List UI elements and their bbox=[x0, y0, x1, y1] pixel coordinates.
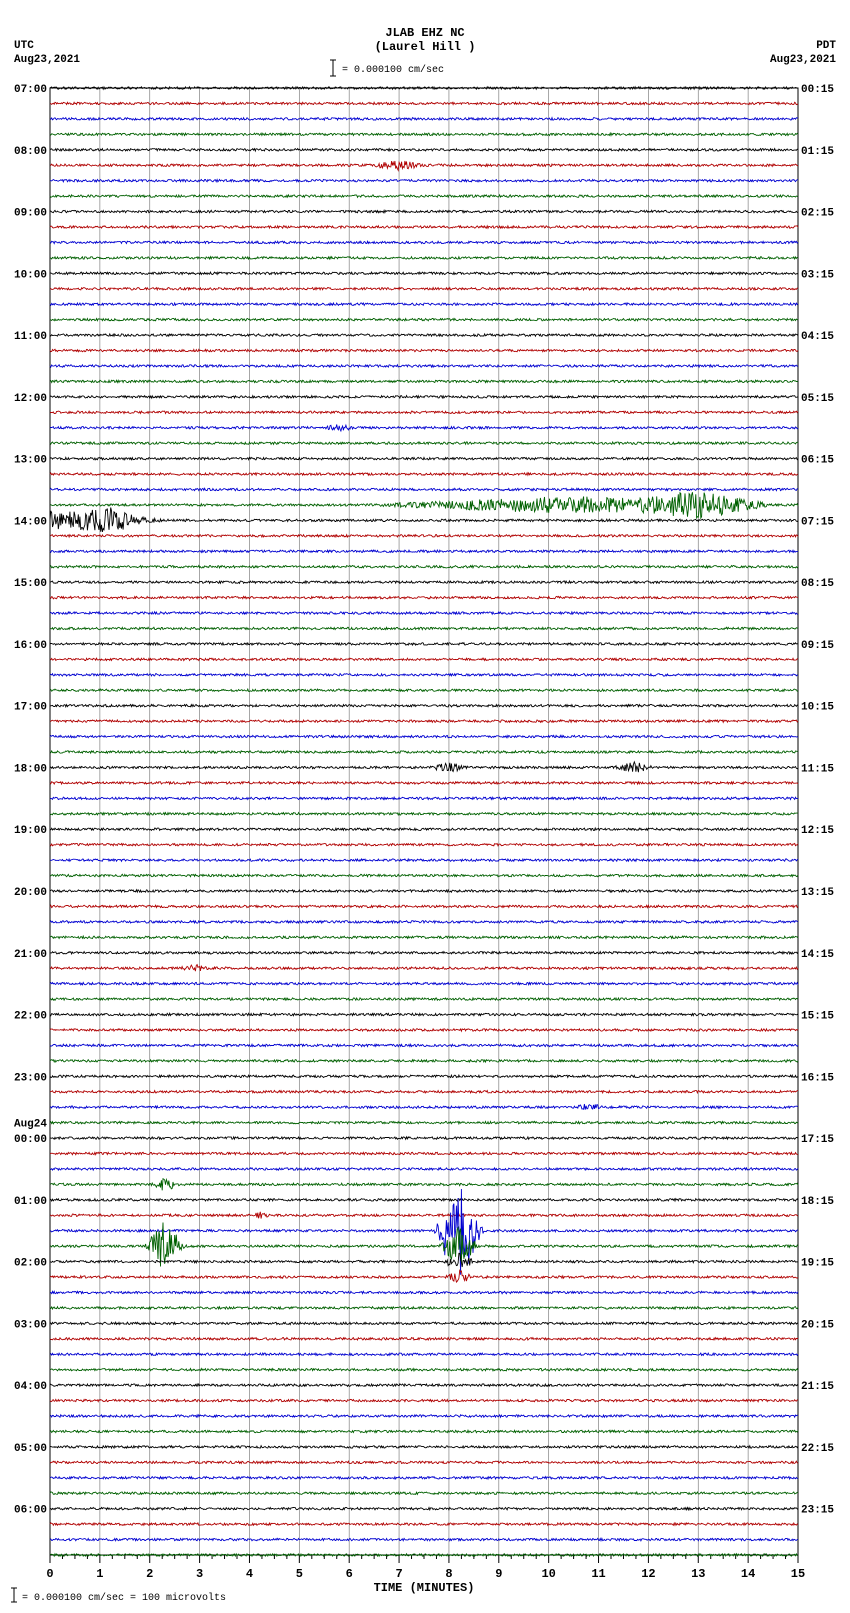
time-label-right: 15:15 bbox=[801, 1011, 834, 1023]
time-label-right: 07:15 bbox=[801, 516, 834, 528]
time-label-left: 13:00 bbox=[14, 455, 47, 467]
time-label-left: 19:00 bbox=[14, 825, 47, 837]
time-label-left: 07:00 bbox=[14, 84, 47, 96]
scale-label: = 0.000100 cm/sec bbox=[342, 64, 444, 76]
time-label-right: 04:15 bbox=[801, 331, 834, 343]
time-label-left: 21:00 bbox=[14, 949, 47, 961]
time-label-left: 23:00 bbox=[14, 1072, 47, 1084]
time-label-right: 12:15 bbox=[801, 825, 834, 837]
date-right: Aug23,2021 bbox=[770, 54, 836, 66]
time-label-right: 06:15 bbox=[801, 455, 834, 467]
time-label-left: 04:00 bbox=[14, 1381, 47, 1393]
x-tick-label: 9 bbox=[495, 1567, 502, 1581]
seismogram-plot: JLAB EHZ NC(Laurel Hill ) = 0.000100 cm/s… bbox=[0, 0, 850, 1613]
x-tick-label: 7 bbox=[395, 1567, 402, 1581]
time-label-right: 13:15 bbox=[801, 887, 834, 899]
x-tick-label: 13 bbox=[691, 1567, 705, 1581]
time-label-right: 00:15 bbox=[801, 84, 834, 96]
tz-right: PDT bbox=[816, 40, 836, 52]
time-label-right: 16:15 bbox=[801, 1072, 834, 1084]
x-tick-label: 14 bbox=[741, 1567, 755, 1581]
tz-left: UTC bbox=[14, 40, 34, 52]
time-label-right: 03:15 bbox=[801, 269, 834, 281]
time-label-left: 12:00 bbox=[14, 393, 47, 405]
time-label-right: 17:15 bbox=[801, 1134, 834, 1146]
x-tick-label: 6 bbox=[346, 1567, 353, 1581]
time-label-right: 08:15 bbox=[801, 578, 834, 590]
time-label-right: 09:15 bbox=[801, 640, 834, 652]
time-label-left: 06:00 bbox=[14, 1505, 47, 1517]
time-label-right: 22:15 bbox=[801, 1443, 834, 1455]
x-tick-label: 0 bbox=[46, 1567, 53, 1581]
x-tick-label: 15 bbox=[791, 1567, 805, 1581]
x-axis-label: TIME (MINUTES) bbox=[374, 1581, 475, 1595]
station-location: (Laurel Hill ) bbox=[375, 40, 476, 54]
time-label-left: 15:00 bbox=[14, 578, 47, 590]
time-label-right: 02:15 bbox=[801, 208, 834, 220]
x-tick-label: 2 bbox=[146, 1567, 153, 1581]
x-tick-label: 5 bbox=[296, 1567, 303, 1581]
time-label-right: 10:15 bbox=[801, 702, 834, 714]
time-label-left: 20:00 bbox=[14, 887, 47, 899]
time-label-left: 18:00 bbox=[14, 763, 47, 775]
time-label-left: 05:00 bbox=[14, 1443, 47, 1455]
time-label-right: 19:15 bbox=[801, 1258, 834, 1270]
time-label-left: 00:00 bbox=[14, 1134, 47, 1146]
time-label-left: 14:00 bbox=[14, 516, 47, 528]
station-title: JLAB EHZ NC bbox=[385, 26, 464, 40]
x-tick-label: 4 bbox=[246, 1567, 253, 1581]
time-label-left: 01:00 bbox=[14, 1196, 47, 1208]
time-label-right: 14:15 bbox=[801, 949, 834, 961]
time-label-left: 22:00 bbox=[14, 1011, 47, 1023]
x-tick-label: 12 bbox=[641, 1567, 655, 1581]
time-label-left: 02:00 bbox=[14, 1258, 47, 1270]
date-left: Aug23,2021 bbox=[14, 54, 80, 66]
time-label-right: 05:15 bbox=[801, 393, 834, 405]
x-tick-label: 8 bbox=[445, 1567, 452, 1581]
time-label-left: 09:00 bbox=[14, 208, 47, 220]
time-label-left: 11:00 bbox=[14, 331, 47, 343]
x-tick-label: 11 bbox=[591, 1567, 605, 1581]
time-label-right: 23:15 bbox=[801, 1505, 834, 1517]
time-label-left: 10:00 bbox=[14, 269, 47, 281]
x-tick-label: 1 bbox=[96, 1567, 103, 1581]
date-marker-left: Aug24 bbox=[14, 1119, 47, 1131]
footer-scale: = 0.000100 cm/sec = 100 microvolts bbox=[22, 1592, 226, 1604]
x-tick-label: 3 bbox=[196, 1567, 203, 1581]
time-label-left: 16:00 bbox=[14, 640, 47, 652]
x-tick-label: 10 bbox=[541, 1567, 555, 1581]
time-label-right: 20:15 bbox=[801, 1319, 834, 1331]
time-label-left: 08:00 bbox=[14, 146, 47, 158]
time-label-right: 21:15 bbox=[801, 1381, 834, 1393]
time-label-right: 01:15 bbox=[801, 146, 834, 158]
time-label-left: 17:00 bbox=[14, 702, 47, 714]
time-label-left: 03:00 bbox=[14, 1319, 47, 1331]
time-label-right: 18:15 bbox=[801, 1196, 834, 1208]
time-label-right: 11:15 bbox=[801, 763, 834, 775]
